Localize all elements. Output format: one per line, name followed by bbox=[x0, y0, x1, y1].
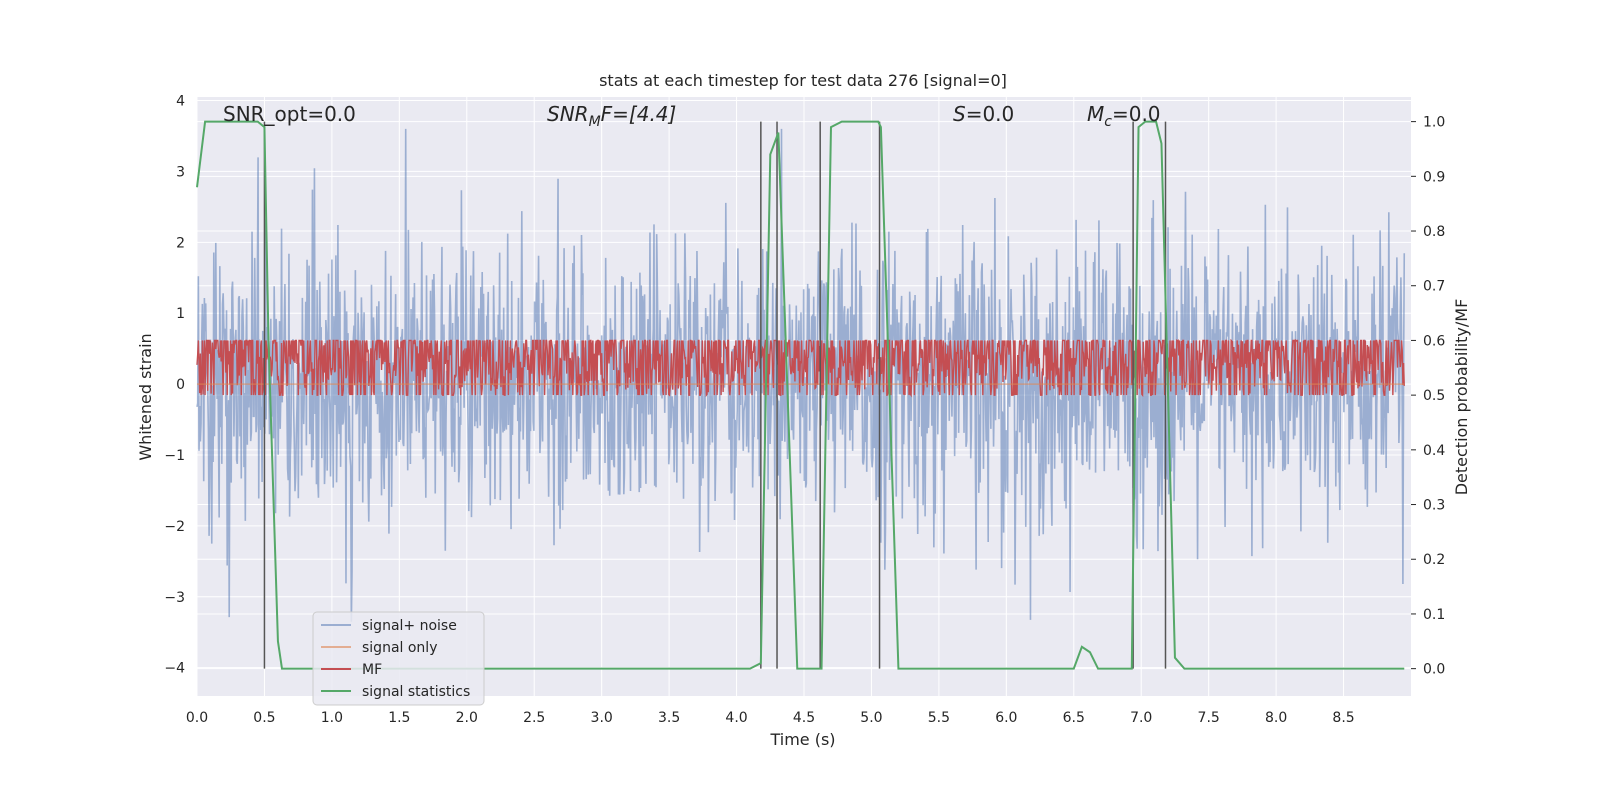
signal-statistics-series bbox=[196, 120, 1405, 670]
y-left-tick-label: −1 bbox=[164, 448, 185, 464]
legend-box bbox=[312, 611, 485, 706]
x-tick-label: 5.5 bbox=[928, 710, 950, 726]
y-left-tick-label: −4 bbox=[164, 661, 185, 677]
y-left-tick-label: 1 bbox=[176, 306, 185, 322]
y-right-tick-label: 0.3 bbox=[1423, 498, 1445, 514]
y-left-ticks: 4 3 2 1 0 −1 −2 −3 −4 bbox=[164, 94, 185, 677]
y-left-tick-label: 3 bbox=[176, 164, 185, 180]
x-ticks: 0.0 0.5 1.0 1.5 2.0 2.5 3.0 3.5 4.0 4.5 5.0 5.5 6.0 6… bbox=[186, 710, 1355, 726]
x-tick-label: 6.5 bbox=[1063, 710, 1085, 726]
y-right-tick-label: 0.4 bbox=[1423, 443, 1445, 459]
annotation-mc-sub: c bbox=[1104, 114, 1112, 130]
y-left-tick-label: 4 bbox=[176, 94, 185, 110]
annotation-s-main: S bbox=[953, 102, 966, 126]
x-axis-label: Time (s) bbox=[769, 730, 835, 749]
y-right-tick-label: 0.0 bbox=[1423, 662, 1445, 678]
annotation-mc: Mc=0.0 bbox=[1087, 102, 1161, 130]
y-right-tick-label: 0.5 bbox=[1423, 388, 1445, 404]
y-left-tick-label: −2 bbox=[164, 519, 185, 535]
annotation-mc-main: M bbox=[1087, 102, 1104, 126]
annotation-snr-mf: SNRMF=[4.4] bbox=[547, 102, 676, 130]
x-tick-label: 0.0 bbox=[186, 710, 208, 726]
signal-noise-series bbox=[196, 128, 1406, 622]
signal-noise-line bbox=[196, 128, 1406, 622]
x-tick-label: 7.5 bbox=[1198, 710, 1220, 726]
annotation-snr-opt: SNR_opt=0.0 bbox=[223, 102, 356, 126]
mf-series bbox=[196, 338, 1405, 398]
legend-label-mf: MF bbox=[362, 662, 382, 678]
y-right-tick-label: 0.1 bbox=[1423, 607, 1445, 623]
x-tick-label: 0.5 bbox=[253, 710, 275, 726]
x-tick-label: 7.0 bbox=[1130, 710, 1152, 726]
annotation-s: S=0.0 bbox=[953, 102, 1014, 126]
annotation-snr-mf-main: SNR bbox=[547, 102, 589, 126]
annotation-mc-rest: =0.0 bbox=[1112, 102, 1161, 126]
x-tick-label: 4.5 bbox=[793, 710, 815, 726]
signal-statistics-line bbox=[196, 120, 1405, 670]
x-tick-label: 6.0 bbox=[995, 710, 1017, 726]
y-right-tick-label: 0.8 bbox=[1423, 224, 1445, 240]
legend-label-signal-statistics: signal statistics bbox=[362, 684, 470, 700]
y-right-tick-label: 0.9 bbox=[1423, 169, 1445, 185]
legend: signal+ noise signal only MF signal stat… bbox=[312, 611, 485, 706]
vertical-markers bbox=[263, 121, 1167, 669]
annotation-s-rest: =0.0 bbox=[966, 102, 1015, 126]
y-right-axis-label: Detection probability/MF bbox=[1452, 299, 1471, 496]
y-left-axis-label: Whitened strain bbox=[136, 333, 155, 460]
x-tick-label: 4.0 bbox=[725, 710, 747, 726]
x-tick-label: 8.0 bbox=[1265, 710, 1287, 726]
x-tick-label: 8.5 bbox=[1332, 710, 1354, 726]
x-tick-label: 3.5 bbox=[658, 710, 680, 726]
y-right-tick-label: 0.7 bbox=[1423, 279, 1445, 295]
y-left-tick-label: −3 bbox=[164, 590, 185, 606]
chart-title: stats at each timestep for test data 276… bbox=[599, 71, 1007, 90]
mf-line bbox=[196, 338, 1405, 398]
y-left-tick-label: 2 bbox=[176, 235, 185, 251]
annotation-snr-mf-sub: M bbox=[589, 114, 601, 130]
y-left-tick-label: 0 bbox=[176, 377, 185, 393]
annotation-snr-mf-rest: F=[4.4] bbox=[601, 102, 677, 126]
y-right-tick-label: 1.0 bbox=[1423, 115, 1445, 131]
x-tick-label: 2.0 bbox=[456, 710, 478, 726]
x-tick-label: 1.0 bbox=[321, 710, 343, 726]
legend-label-signal-noise: signal+ noise bbox=[362, 618, 457, 634]
y-right-ticks: 1.0 0.9 0.8 0.7 0.6 0.5 0.4 0.3 0.2 0.1 0.0 bbox=[1411, 115, 1445, 678]
x-tick-label: 2.5 bbox=[523, 710, 545, 726]
x-tick-label: 3.0 bbox=[591, 710, 613, 726]
x-tick-label: 1.5 bbox=[388, 710, 410, 726]
legend-label-signal-only: signal only bbox=[362, 640, 437, 656]
y-right-tick-label: 0.2 bbox=[1423, 552, 1445, 568]
x-tick-label: 5.0 bbox=[860, 710, 882, 726]
y-right-tick-label: 0.6 bbox=[1423, 333, 1445, 349]
